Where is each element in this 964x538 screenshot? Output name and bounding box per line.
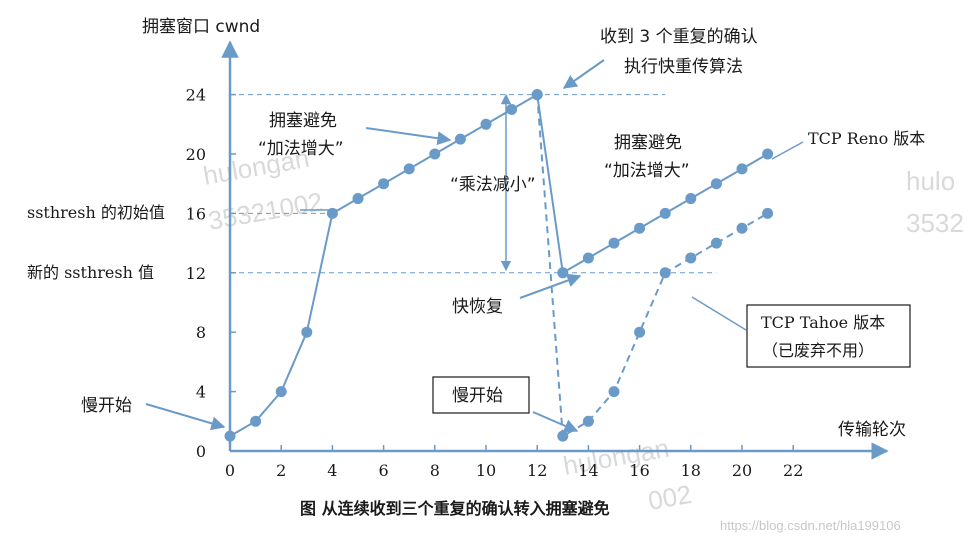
series-points xyxy=(224,89,774,442)
x-tick-label: 0 xyxy=(225,461,235,480)
data-point xyxy=(403,163,415,175)
x-tick-label: 20 xyxy=(732,461,752,480)
ca2-label-line2: “加法增大” xyxy=(604,161,690,181)
x-tick-label: 22 xyxy=(783,461,803,480)
x-tick-label: 16 xyxy=(629,461,649,480)
x-ticks: 0 2 4 6 8 10 12 14 16 18 20 22 xyxy=(225,445,803,480)
data-point xyxy=(608,386,620,398)
x-tick-label: 10 xyxy=(476,461,496,480)
series-line-2 xyxy=(536,94,769,438)
reference-lines xyxy=(230,94,717,274)
data-point xyxy=(454,133,466,145)
data-point xyxy=(736,163,748,175)
y-tick-label: 12 xyxy=(186,264,206,283)
arrow-slow-start-2 xyxy=(532,411,579,433)
y-tick-label: 24 xyxy=(186,86,206,105)
data-point xyxy=(352,193,364,205)
data-point xyxy=(480,118,492,130)
data-point xyxy=(429,148,441,160)
x-tick-label: 8 xyxy=(430,461,440,480)
arrow-three-dup xyxy=(562,59,605,89)
ssthresh-new-label: 新的 ssthresh 值 xyxy=(27,263,154,282)
three-dup-line2: 执行快重传算法 xyxy=(624,57,743,77)
data-point xyxy=(506,103,518,115)
ca1-label-line1: 拥塞避免 xyxy=(269,111,337,131)
y-tick-label: 0 xyxy=(196,442,206,461)
x-tick-label: 6 xyxy=(379,461,389,480)
three-dup-line1: 收到 3 个重复的确认 xyxy=(600,27,758,47)
slow-start-label-1: 慢开始 xyxy=(81,395,132,416)
data-point xyxy=(659,267,671,279)
ca1-label-line2: “加法增大” xyxy=(258,139,344,159)
y-ticks: 0 4 8 12 16 20 24 xyxy=(186,86,236,461)
ca2-label-line1: 拥塞避免 xyxy=(614,133,682,153)
md-label: “乘法减小” xyxy=(450,175,536,195)
data-point xyxy=(301,326,313,338)
data-point xyxy=(634,222,646,234)
data-point xyxy=(557,430,569,442)
annotations: ssthresh 的初始值 新的 ssthresh 值 慢开始 拥塞避免 “加法… xyxy=(27,27,925,416)
data-point xyxy=(762,207,774,219)
data-point xyxy=(659,207,671,219)
data-point xyxy=(685,252,697,264)
y-tick-label: 20 xyxy=(186,145,206,164)
data-point xyxy=(762,148,774,160)
data-point xyxy=(557,267,569,279)
series-lines xyxy=(229,92,769,438)
watermark-text: 002 xyxy=(646,479,694,516)
tahoe-label-line2: （已废弃不用） xyxy=(762,341,874,360)
watermark-text: 35321002 xyxy=(206,186,325,236)
x-axis-label: 传输轮次 xyxy=(838,420,906,440)
arrow-ca1 xyxy=(365,127,452,146)
fr-label: 快恢复 xyxy=(452,297,503,317)
y-tick-label: 4 xyxy=(196,383,206,402)
axes xyxy=(221,40,889,460)
footer-url: https://blog.csdn.net/hla199106 xyxy=(720,518,901,533)
arrow-slow-start-1 xyxy=(145,403,226,431)
data-point xyxy=(275,386,287,398)
series-line-1 xyxy=(229,92,769,438)
x-tick-label: 12 xyxy=(527,461,547,480)
data-point xyxy=(378,178,390,190)
chart-title: 图 从连续收到三个重复的确认转入拥塞避免 xyxy=(300,499,610,518)
watermark-text: 3532 xyxy=(906,208,964,238)
data-point xyxy=(582,252,594,264)
data-point xyxy=(250,415,262,427)
y-tick-label: 16 xyxy=(186,204,206,223)
y-axis-label: 拥塞窗口 cwnd xyxy=(142,17,260,37)
data-point xyxy=(710,178,722,190)
data-point xyxy=(634,326,646,338)
y-tick-label: 8 xyxy=(196,323,206,342)
data-point xyxy=(224,430,236,442)
watermark-text: hulo xyxy=(906,166,955,196)
x-tick-label: 14 xyxy=(578,461,598,480)
arrow-fr xyxy=(519,273,582,299)
tahoe-label-line1: TCP Tahoe 版本 xyxy=(761,313,885,332)
data-point xyxy=(710,237,722,249)
ssthresh-init-label: ssthresh 的初始值 xyxy=(27,203,165,222)
x-tick-label: 4 xyxy=(327,461,337,480)
tahoe-box xyxy=(746,304,911,368)
data-point xyxy=(685,193,697,205)
annotation-arrows xyxy=(145,59,804,433)
slow-start-box xyxy=(432,376,530,414)
data-point xyxy=(736,222,748,234)
arrow-reno xyxy=(771,141,804,160)
data-point xyxy=(582,415,594,427)
reno-label: TCP Reno 版本 xyxy=(808,129,925,148)
arrow-tahoe xyxy=(691,296,747,331)
slow-start-label-2: 慢开始 xyxy=(452,385,503,406)
data-point xyxy=(531,89,543,101)
data-point xyxy=(608,237,620,249)
x-tick-label: 2 xyxy=(276,461,286,480)
x-tick-label: 18 xyxy=(681,461,701,480)
